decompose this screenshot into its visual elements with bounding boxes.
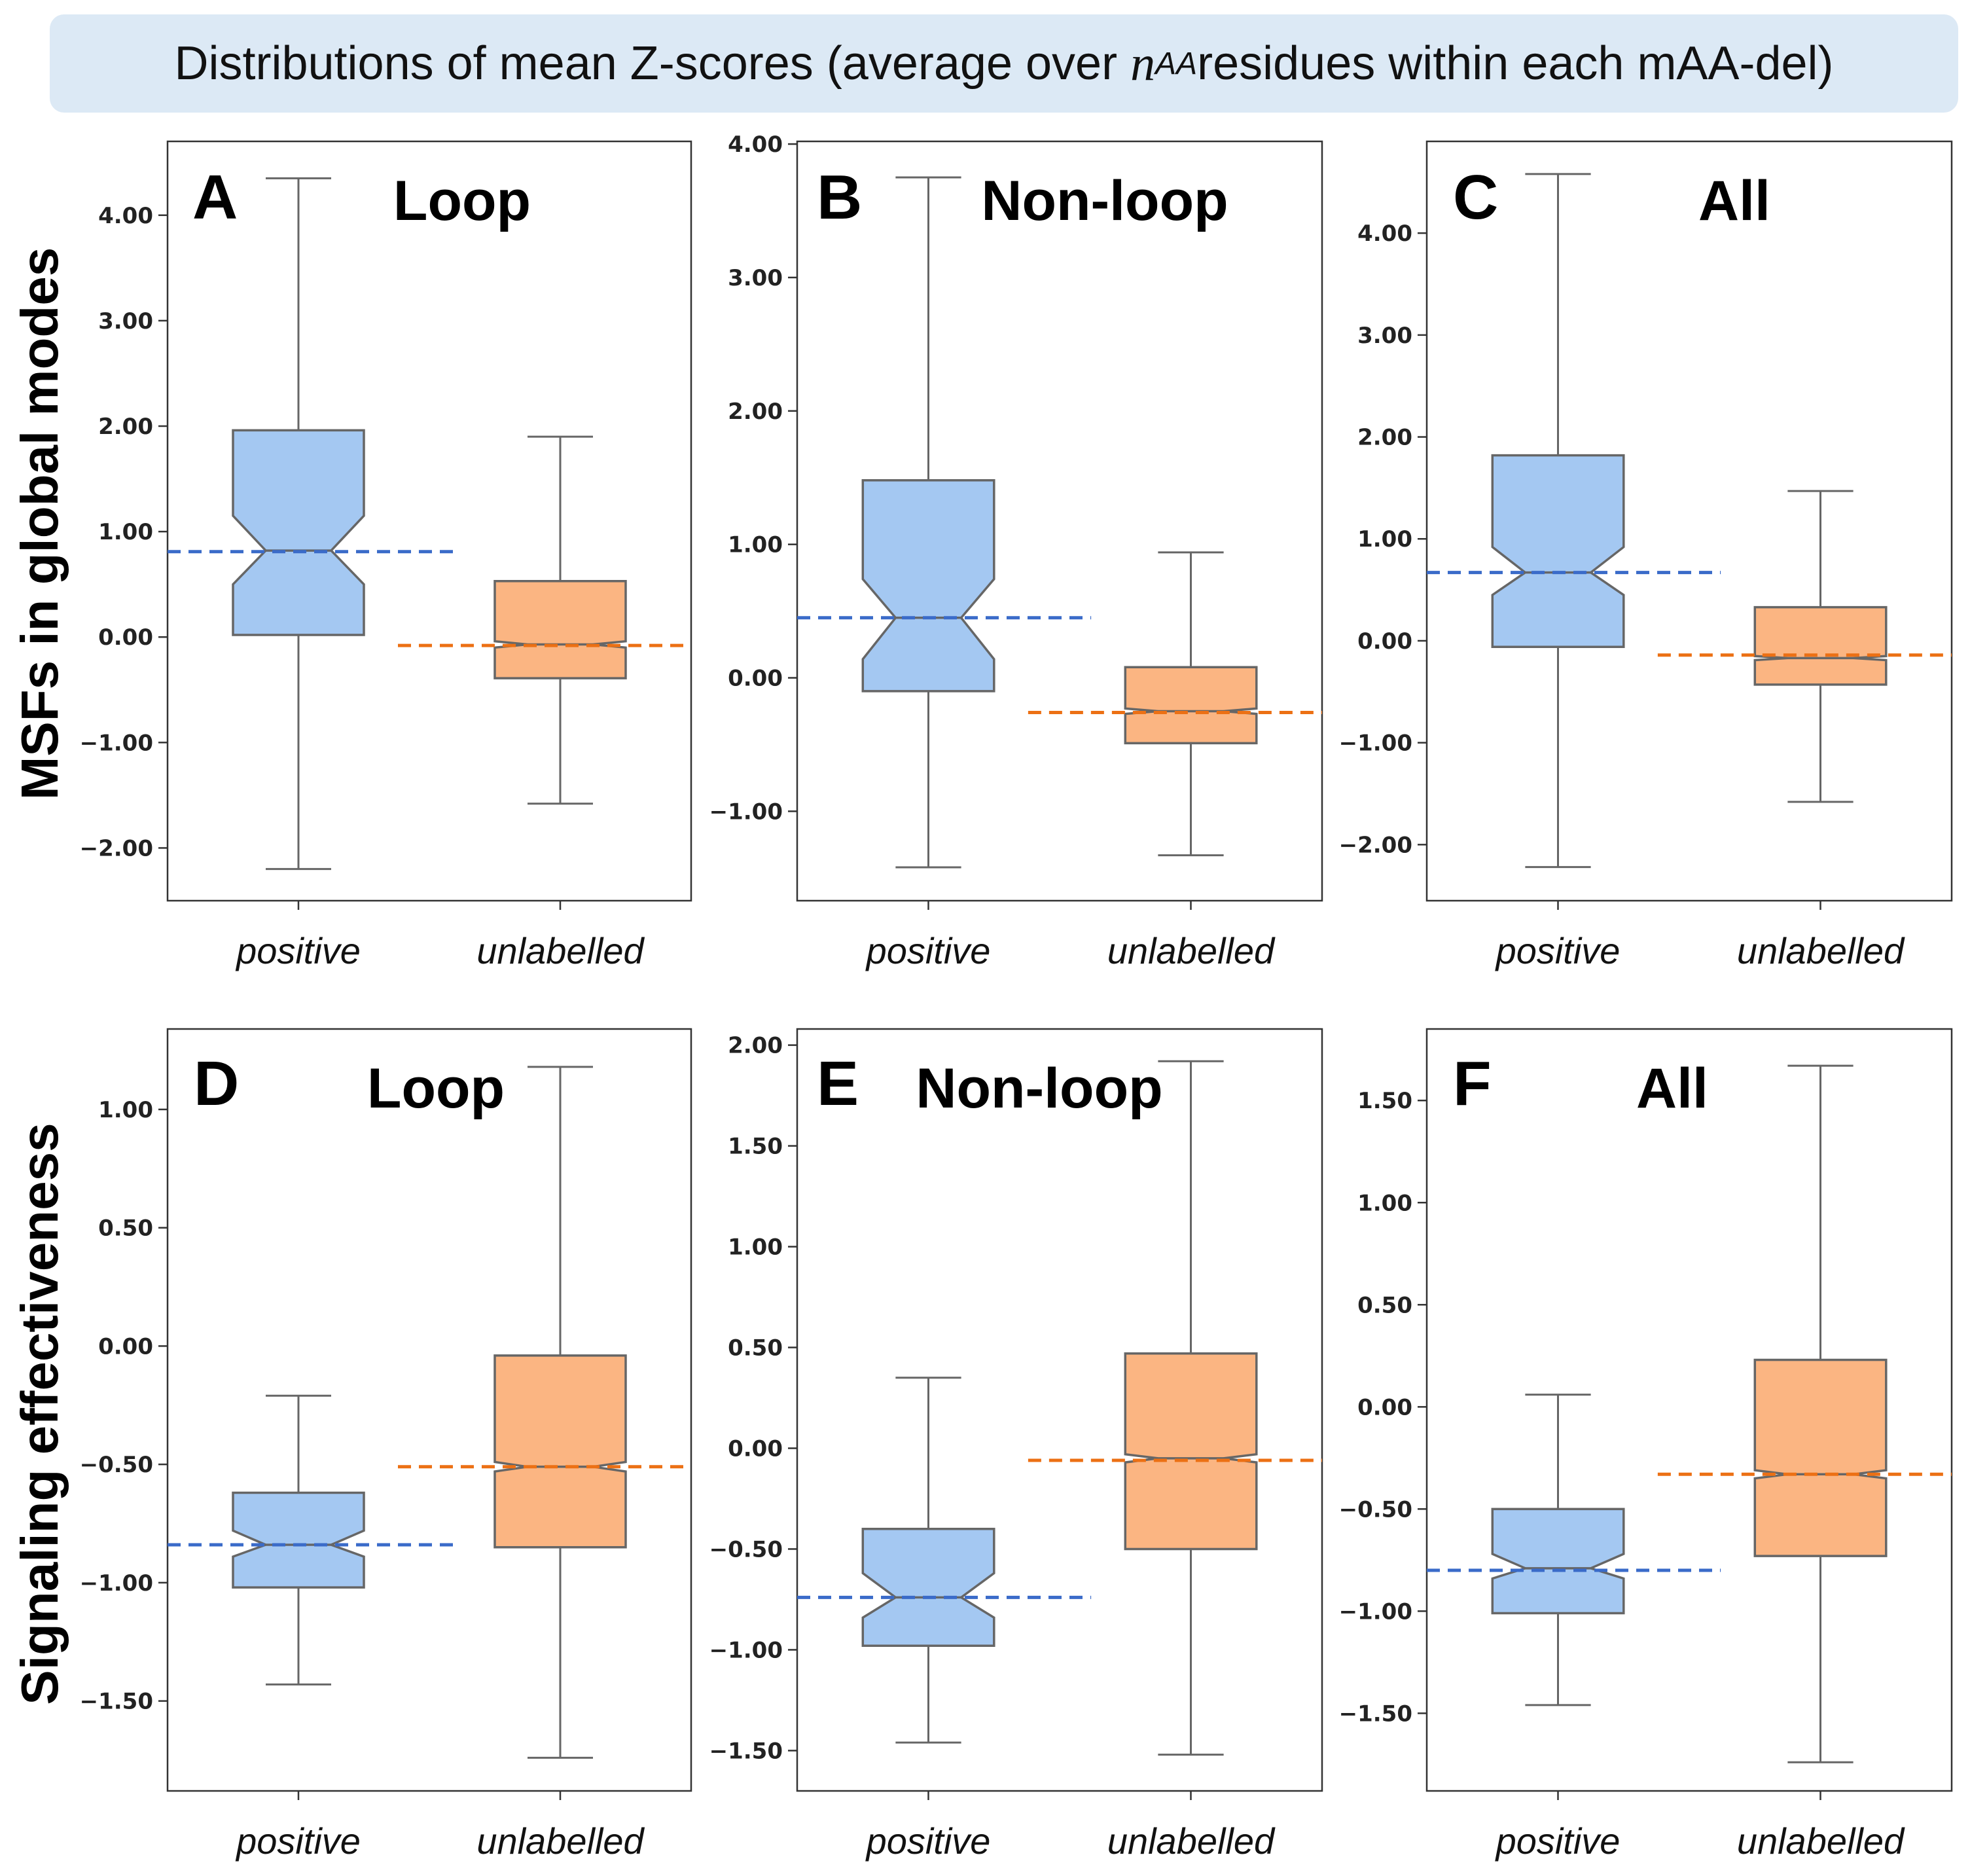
panel-letter: A <box>192 162 238 232</box>
box-positive <box>232 429 365 636</box>
title-subscript: AA <box>1155 46 1198 81</box>
x-category-label-unlabelled: unlabelled <box>1107 1820 1276 1862</box>
y-tick-label: 0.50 <box>98 1216 153 1242</box>
row-label-msfs: MSFs in global modes <box>10 247 69 801</box>
panel-title: Loop <box>393 170 531 232</box>
panel-letter: C <box>1453 162 1498 232</box>
y-tick-label: 1.00 <box>98 519 153 545</box>
y-tick-label: 1.00 <box>1357 526 1412 552</box>
y-tick-label: 3.00 <box>728 265 783 291</box>
panel-letter: D <box>194 1049 239 1119</box>
y-tick-label: −1.50 <box>1339 1701 1412 1727</box>
plot-frame <box>1425 1028 1953 1792</box>
title-prefix: Distributions of mean Z-scores (average … <box>174 37 1118 90</box>
x-category-label-positive: positive <box>865 1820 991 1862</box>
box-positive <box>1491 1507 1625 1615</box>
panel-letter: E <box>817 1049 859 1119</box>
panel-E: −1.50 −1.00 −0.50 0.00 0.50 1.00 1.50 2.00 posit… <box>709 1028 1323 1862</box>
plot-frame <box>166 1028 692 1792</box>
box-positive <box>861 479 995 693</box>
y-tick-label: 1.00 <box>728 532 783 558</box>
title-suffix: residues within each mAA-del) <box>1197 37 1834 90</box>
y-tick-label: −2.00 <box>80 835 153 861</box>
y-tick-label: 1.50 <box>1357 1088 1412 1114</box>
panel-title: Loop <box>367 1057 505 1120</box>
x-category-label-unlabelled: unlabelled <box>476 1820 645 1862</box>
panel-A: −2.00 −1.00 0.00 1.00 2.00 3.00 4.00 positive un… <box>80 140 692 971</box>
panel-letter: B <box>817 162 862 232</box>
box-unlabelled <box>493 1354 627 1549</box>
panel-B: −1.00 0.00 1.00 2.00 3.00 4.00 positive unlabel… <box>709 132 1323 971</box>
y-tick-label: 3.00 <box>1357 323 1412 349</box>
box-unlabelled <box>1124 666 1258 745</box>
x-category-label-positive: positive <box>1495 1820 1621 1862</box>
box-positive <box>232 1491 365 1589</box>
panel-D: −1.50 −1.00 −0.50 0.00 0.50 1.00 positive unlab… <box>80 1028 692 1862</box>
y-tick-label: 0.50 <box>728 1335 783 1362</box>
y-tick-label: −1.00 <box>1339 1598 1412 1625</box>
y-tick-label: 2.00 <box>728 1033 783 1059</box>
y-tick-label: 0.00 <box>1357 628 1412 655</box>
panel-title: Non-loop <box>981 170 1228 232</box>
y-tick-label: 4.00 <box>728 132 783 158</box>
y-tick-label: 0.00 <box>98 1333 153 1360</box>
plot-frame <box>796 1028 1323 1792</box>
y-tick-label: −1.50 <box>80 1689 153 1715</box>
box-unlabelled <box>493 580 627 679</box>
y-tick-label: −0.50 <box>709 1536 783 1562</box>
x-category-label-positive: positive <box>235 1820 361 1862</box>
x-category-label-positive: positive <box>865 930 991 971</box>
panel-letter: F <box>1453 1049 1492 1119</box>
x-category-label-positive: positive <box>1495 930 1621 971</box>
y-tick-label: −0.50 <box>1339 1496 1412 1523</box>
plot-frame <box>166 140 692 902</box>
figure-title-banner: Distributions of mean Z-scores (average … <box>50 14 1958 113</box>
y-tick-label: 0.00 <box>728 1436 783 1462</box>
x-category-label-unlabelled: unlabelled <box>1737 930 1905 971</box>
y-tick-label: 1.00 <box>1357 1190 1412 1216</box>
y-tick-label: 0.00 <box>1357 1394 1412 1420</box>
x-category-label-positive: positive <box>235 930 361 971</box>
y-tick-label: −1.00 <box>709 799 783 825</box>
y-tick-label: −1.00 <box>80 730 153 756</box>
title-variable: n <box>1130 35 1156 91</box>
y-tick-label: −1.00 <box>1339 731 1412 757</box>
panel-C: −2.00 −1.00 0.00 1.00 2.00 3.00 4.00 positive un… <box>1339 140 1953 971</box>
y-tick-label: 0.00 <box>98 624 153 651</box>
y-tick-label: 4.00 <box>1357 221 1412 247</box>
y-tick-label: 2.00 <box>1357 425 1412 451</box>
panel-title: All <box>1636 1057 1708 1120</box>
panel-F: −1.50 −1.00 −0.50 0.00 0.50 1.00 1.50 positive u… <box>1339 1028 1953 1862</box>
plot-frame <box>1425 140 1953 902</box>
x-category-label-unlabelled: unlabelled <box>1107 930 1276 971</box>
panel-title: Non-loop <box>916 1057 1162 1120</box>
y-tick-label: −1.00 <box>80 1570 153 1596</box>
y-tick-label: 4.00 <box>98 203 153 229</box>
y-tick-label: 1.00 <box>98 1097 153 1123</box>
y-tick-label: 1.00 <box>728 1235 783 1261</box>
y-tick-label: 1.50 <box>728 1134 783 1160</box>
y-tick-label: −1.00 <box>709 1637 783 1663</box>
y-tick-label: 2.00 <box>728 399 783 425</box>
y-tick-label: 3.00 <box>98 308 153 334</box>
y-tick-label: −2.00 <box>1339 832 1412 858</box>
y-tick-label: 2.00 <box>98 414 153 440</box>
x-category-label-unlabelled: unlabelled <box>1737 1820 1905 1862</box>
panels-group: −2.00 −1.00 0.00 1.00 2.00 3.00 4.00 positive un… <box>80 132 1953 1862</box>
box-unlabelled <box>1124 1352 1258 1551</box>
box-positive <box>861 1527 995 1648</box>
box-unlabelled <box>1753 605 1888 686</box>
plot-frame <box>796 140 1323 902</box>
box-unlabelled <box>1753 1358 1888 1557</box>
panel-title: All <box>1698 170 1770 232</box>
y-tick-label: −1.50 <box>709 1738 783 1764</box>
y-tick-label: 0.00 <box>728 666 783 692</box>
x-category-label-unlabelled: unlabelled <box>476 930 645 971</box>
box-positive <box>1491 454 1625 649</box>
row-label-signaling: Signaling effectiveness <box>10 1123 69 1705</box>
y-tick-label: −0.50 <box>80 1452 153 1478</box>
y-tick-label: 0.50 <box>1357 1292 1412 1318</box>
